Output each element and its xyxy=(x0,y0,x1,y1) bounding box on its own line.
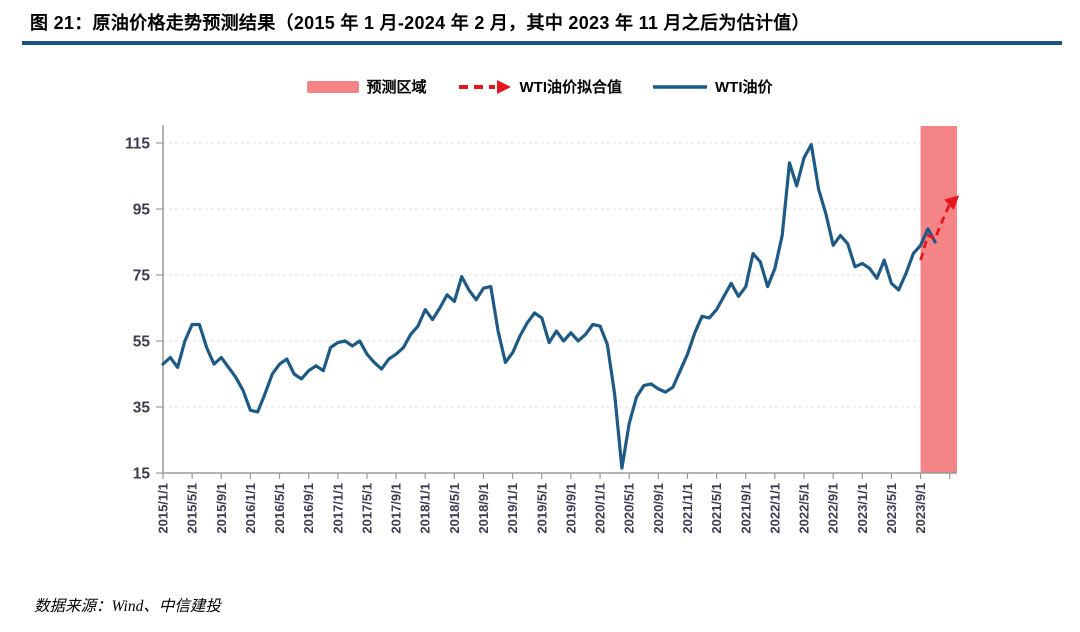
svg-text:35: 35 xyxy=(133,400,151,417)
svg-text:2015/1/1: 2015/1/1 xyxy=(156,483,171,534)
svg-text:2021/5/1: 2021/5/1 xyxy=(709,483,724,534)
svg-text:2023/5/1: 2023/5/1 xyxy=(884,483,899,534)
legend-label: 预测区域 xyxy=(366,79,427,96)
svg-text:2016/1/1: 2016/1/1 xyxy=(243,483,258,534)
svg-text:2016/5/1: 2016/5/1 xyxy=(272,483,287,534)
svg-text:2019/5/1: 2019/5/1 xyxy=(534,483,549,534)
svg-text:15: 15 xyxy=(133,466,151,483)
wti-price-line xyxy=(161,143,937,470)
chart-legend: 预测区域 WTI油价拟合值 WTI油价 xyxy=(0,76,1080,97)
svg-text:2020/5/1: 2020/5/1 xyxy=(622,483,637,534)
svg-text:2019/1/1: 2019/1/1 xyxy=(505,483,520,534)
svg-text:2022/1/1: 2022/1/1 xyxy=(767,483,782,534)
fitted-value-line xyxy=(919,195,960,261)
svg-text:2018/9/1: 2018/9/1 xyxy=(476,483,491,534)
svg-text:2023/1/1: 2023/1/1 xyxy=(855,483,870,534)
forecast-region xyxy=(920,126,957,473)
legend-item-forecast-region: 预测区域 xyxy=(307,76,427,97)
svg-text:2022/5/1: 2022/5/1 xyxy=(797,483,812,534)
source-note: 数据来源：Wind、中信建投 xyxy=(34,598,221,615)
y-axis-labels: 15 35 55 75 95 115 xyxy=(125,136,150,483)
title-divider xyxy=(22,41,1062,45)
svg-text:115: 115 xyxy=(125,136,150,153)
dashed-arrow-icon xyxy=(458,79,511,94)
svg-text:2016/9/1: 2016/9/1 xyxy=(301,483,316,534)
svg-text:2023/9/1: 2023/9/1 xyxy=(913,483,928,534)
svg-text:2018/1/1: 2018/1/1 xyxy=(418,483,433,534)
legend-label: WTI油价 xyxy=(715,79,773,96)
forecast-region-swatch xyxy=(307,80,360,93)
svg-text:2019/9/1: 2019/9/1 xyxy=(563,483,578,534)
line-swatch-icon xyxy=(653,84,707,89)
svg-text:2017/5/1: 2017/5/1 xyxy=(359,483,374,534)
legend-label: WTI油价拟合值 xyxy=(519,79,623,96)
svg-text:2017/1/1: 2017/1/1 xyxy=(330,483,345,534)
svg-text:2015/5/1: 2015/5/1 xyxy=(185,483,200,534)
svg-text:2017/9/1: 2017/9/1 xyxy=(389,483,404,534)
x-axis-labels: 2015/1/1 2015/5/1 2015/9/1 2016/1/1 2016/5/1… xyxy=(156,483,929,534)
svg-text:2022/9/1: 2022/9/1 xyxy=(826,483,841,534)
svg-text:75: 75 xyxy=(133,268,151,285)
svg-text:2020/1/1: 2020/1/1 xyxy=(593,483,608,534)
figure-title: 图 21：原油价格走势预测结果（2015 年 1 月-2024 年 2 月，其中… xyxy=(30,13,810,33)
svg-text:95: 95 xyxy=(133,202,151,219)
svg-text:2015/9/1: 2015/9/1 xyxy=(214,483,229,534)
chart-gridlines xyxy=(163,142,957,408)
legend-item-fitted-value: WTI油价拟合值 xyxy=(457,76,623,97)
svg-text:2021/9/1: 2021/9/1 xyxy=(738,483,753,534)
legend-item-wti-price: WTI油价 xyxy=(652,76,773,97)
svg-text:2021/1/1: 2021/1/1 xyxy=(680,483,695,534)
svg-text:2020/9/1: 2020/9/1 xyxy=(651,483,666,534)
svg-text:2018/5/1: 2018/5/1 xyxy=(447,483,462,534)
svg-text:55: 55 xyxy=(133,334,151,351)
chart-axes xyxy=(156,125,957,479)
